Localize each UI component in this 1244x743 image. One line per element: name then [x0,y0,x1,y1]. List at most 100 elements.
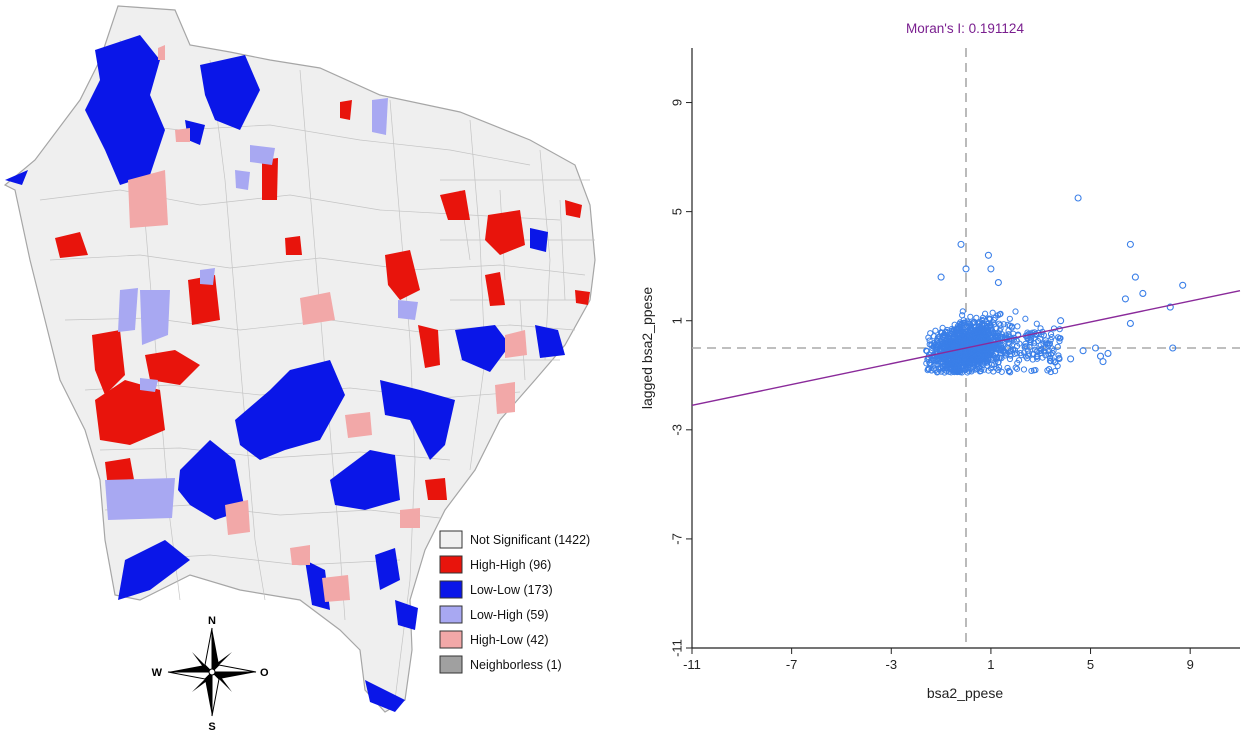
scatter-point [987,351,994,358]
scatter-point [1169,344,1177,352]
scatter-point [984,320,991,327]
regression-line-path [691,289,1241,407]
scatter-point [1008,323,1016,330]
scatter-point [957,240,965,248]
scatter-point [994,278,1002,287]
scatter-point [1040,332,1047,339]
scatter-point [955,332,962,340]
scatter-point [968,353,975,360]
scatter-point [976,323,983,330]
legend-label: Neighborless (1) [470,658,562,672]
scatter-point [984,251,992,259]
scatter-point [1131,273,1139,281]
scatter-point [934,361,941,368]
scatter-point [970,318,978,325]
chart-title: Moran's I: 0.191124 [906,21,1024,36]
scatter-point [987,265,995,273]
moran-scatterplot: Moran's I: 0.191124 -11 -7 -3 1 5 9 -11 -7 -3 1 5… [620,0,1244,738]
scatter-point [998,368,1005,375]
scatter-point [981,353,988,360]
scatter-point [974,356,981,363]
scatter-point [959,308,966,315]
x-tick-label: -3 [885,657,897,672]
y-tick-label: 9 [669,99,684,106]
scatter-point [1028,367,1035,375]
scatter-point [1007,369,1014,376]
map-legend: Not Significant (1422) High-High (96) Lo… [439,530,590,674]
scatter-point [1027,338,1034,345]
low-low-clusters [5,35,565,712]
y-tick-label: 5 [669,208,684,215]
legend-item: Low-Low (173) [439,580,553,599]
scatter-point [970,319,977,326]
scatter-point [935,358,942,365]
scatter-point [960,362,967,370]
legend-item: High-Low (42) [439,630,549,649]
scatter-points [923,194,1187,376]
scatter-point [979,317,986,325]
scatter-point [998,331,1006,338]
scatter-point [966,336,973,343]
scatter-point [1005,368,1013,375]
scatter-point [1036,348,1043,355]
scatter-point [1039,354,1046,361]
scatter-point [985,367,992,374]
scatter-point [945,335,952,342]
scatter-point [1099,358,1107,366]
scatter-point [1054,343,1061,350]
scatter-point [1013,337,1020,345]
scatter-point [962,265,970,273]
scatter-point [1025,350,1033,357]
x-tick-label: -7 [786,657,798,672]
scatter-point [1045,351,1052,358]
scatter-point [1020,366,1028,373]
scatter-point [1046,365,1053,373]
scatter-point [1047,331,1055,338]
scatter-point [1004,364,1011,372]
x-tick-label: 1 [987,657,994,672]
scatter-point [1006,315,1013,322]
scatter-point [1022,315,1029,322]
scatter-point [970,361,977,368]
scatter-point [1040,348,1047,355]
legend-swatch [439,655,463,674]
legend-label: Low-Low (173) [470,583,553,597]
y-tick-label: 1 [669,317,684,324]
scatter-point [1121,295,1129,303]
scatter-point [1032,366,1039,374]
scatter-point [1051,368,1059,375]
scatter-point [1018,352,1025,359]
scatter-point [925,334,932,341]
scatter-point [1104,349,1112,358]
scatter-point [995,359,1002,366]
scatter-point [990,319,997,326]
scatter-point [1056,338,1063,345]
scatter-point [1044,341,1052,349]
compass-south-label: S [208,721,215,733]
scatter-point [1024,347,1031,354]
scatter-point [1126,319,1134,328]
scatter-point [942,353,949,361]
high-high-clusters [55,100,590,500]
scatter-point [1000,321,1007,328]
scatter-point [1007,347,1015,354]
scatter-point [995,347,1002,354]
scatter-point [932,327,939,334]
legend-label: Low-High (59) [470,608,549,622]
legend-item: Low-High (59) [439,605,549,624]
legend-swatch [439,530,463,549]
y-tick-label: -11 [669,639,684,657]
scatter-point [981,310,989,317]
scatter-point [1079,347,1087,355]
regression-line [691,289,1241,407]
scatter-point [1037,325,1044,332]
x-tick-label: 9 [1187,657,1194,672]
y-axis-label: lagged bsa2_ppese [639,287,655,409]
scatter-point [1126,240,1134,248]
scatter-point [1012,308,1019,315]
scatter-point [1048,334,1055,341]
legend-item: High-High (96) [439,555,551,574]
scatter-point [957,356,964,363]
scatter-point [977,367,984,375]
legend-swatch [439,580,463,599]
